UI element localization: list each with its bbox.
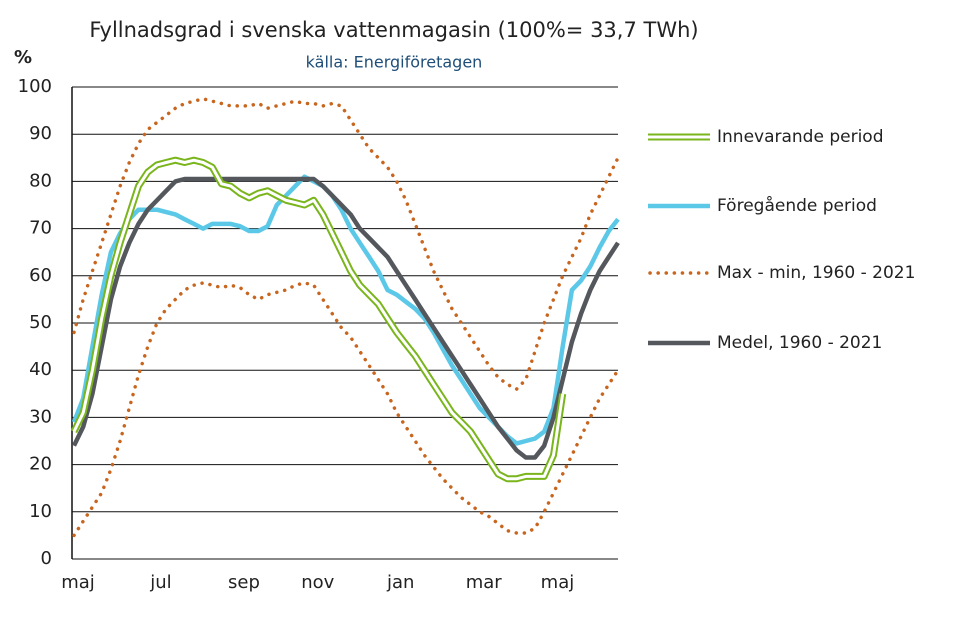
x-tick-label: mar xyxy=(466,572,503,593)
y-tick-label: 60 xyxy=(29,265,52,286)
chart-title: Fyllnadsgrad i svenska vattenmagasin (10… xyxy=(89,18,698,42)
x-tick-label: maj xyxy=(61,572,95,593)
y-tick-label: 20 xyxy=(29,454,52,475)
range-line xyxy=(72,96,620,392)
line xyxy=(71,176,620,460)
legend-label: Innevarande period xyxy=(717,127,884,147)
y-tick-label: 10 xyxy=(29,501,52,522)
y-tick-label: 80 xyxy=(29,170,52,191)
y-tick-label: 90 xyxy=(29,123,52,144)
legend-label: Medel, 1960 - 2021 xyxy=(717,333,883,353)
y-tick-label: 40 xyxy=(29,359,52,380)
y-axis-label: % xyxy=(14,47,32,68)
x-tick-label: maj xyxy=(541,572,575,593)
legend-label: Föregående period xyxy=(717,196,877,216)
x-tick-label: nov xyxy=(301,572,334,593)
y-tick-label: 0 xyxy=(41,548,52,569)
line-inner xyxy=(72,158,565,481)
x-tick-label: sep xyxy=(228,572,260,593)
x-tick-label: jan xyxy=(386,572,414,593)
range-line xyxy=(72,281,620,538)
y-tick-label: 70 xyxy=(29,218,52,239)
line xyxy=(71,174,620,446)
legend-label: Max - min, 1960 - 2021 xyxy=(717,263,916,283)
y-tick-label: 30 xyxy=(29,406,52,427)
y-tick-label: 100 xyxy=(18,76,52,97)
y-tick-label: 50 xyxy=(29,312,52,333)
chart-subtitle: källa: Energiföretagen xyxy=(306,53,483,72)
x-tick-label: jul xyxy=(149,572,171,593)
